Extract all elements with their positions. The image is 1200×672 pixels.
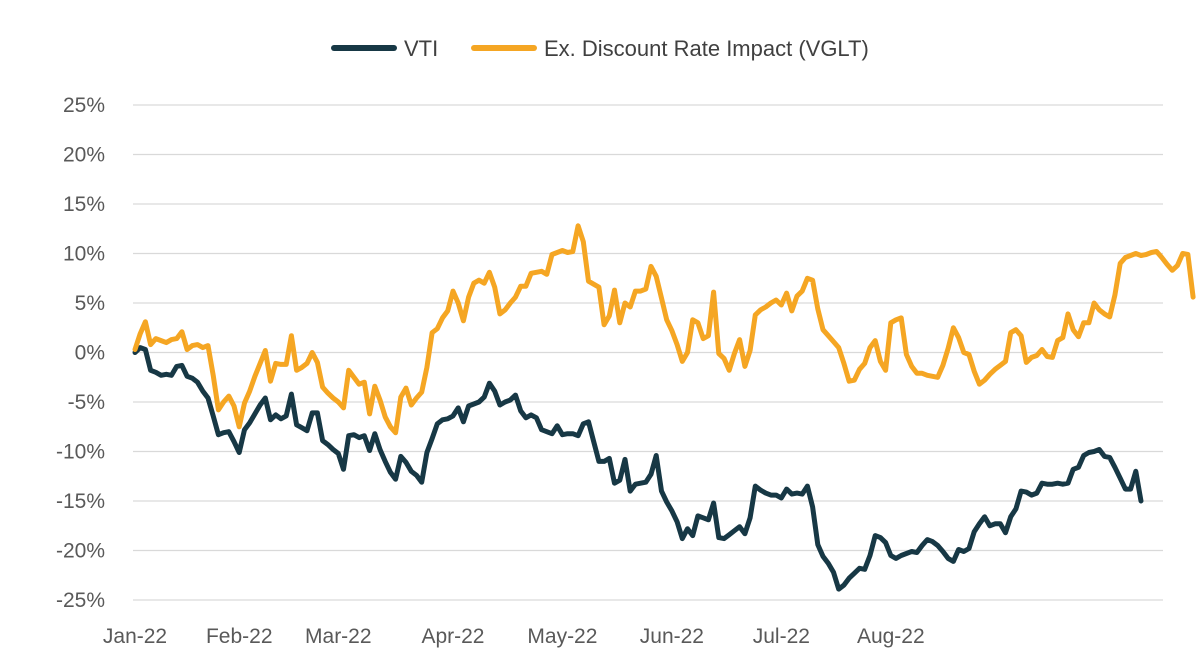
- y-tick-label: -20%: [56, 540, 105, 563]
- legend-label: Ex. Discount Rate Impact (VGLT): [544, 36, 869, 61]
- x-tick-label: May-22: [527, 625, 597, 648]
- x-tick-label: Aug-22: [857, 625, 925, 648]
- series-line-vti: [132, 345, 1144, 592]
- x-tick-label: Mar-22: [305, 625, 372, 648]
- y-tick-label: 10%: [63, 243, 105, 266]
- y-tick-label: -5%: [68, 391, 105, 414]
- x-axis-ticks: Jan-22 Feb-22 Mar-22 Apr-22 May-22 Jun-22 Jul-…: [103, 625, 925, 648]
- y-tick-label: 20%: [63, 144, 105, 167]
- x-tick-label: Feb-22: [206, 625, 273, 648]
- gridlines: [133, 104, 1163, 601]
- legend: VTI Ex. Discount Rate Impact (VGLT): [331, 36, 869, 61]
- y-tick-label: 0%: [75, 342, 105, 365]
- y-tick-label: -25%: [56, 589, 105, 612]
- legend-label: VTI: [404, 36, 438, 61]
- series-line-vglt: [132, 223, 1196, 436]
- x-tick-label: Jan-22: [103, 625, 167, 648]
- x-tick-label: Jun-22: [640, 625, 704, 648]
- y-tick-label: -10%: [56, 441, 105, 464]
- y-tick-label: 5%: [75, 292, 105, 315]
- x-tick-label: Apr-22: [421, 625, 484, 648]
- x-tick-label: Jul-22: [753, 625, 810, 648]
- y-tick-label: 25%: [63, 94, 105, 117]
- y-axis-ticks: 25% 20% 15% 10% 5% 0% -5% -10% -15% -20% -25%: [56, 94, 105, 612]
- series-lines: [132, 223, 1196, 592]
- y-tick-label: -15%: [56, 490, 105, 513]
- y-tick-label: 15%: [63, 193, 105, 216]
